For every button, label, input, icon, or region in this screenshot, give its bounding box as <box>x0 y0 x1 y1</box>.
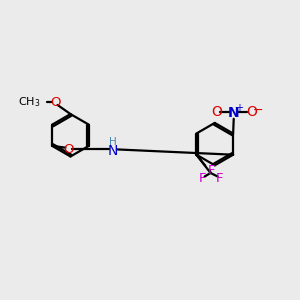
Text: N: N <box>107 144 118 158</box>
Text: O: O <box>247 105 257 119</box>
Text: O: O <box>211 105 222 119</box>
Text: F: F <box>207 164 215 176</box>
Text: −: − <box>253 103 263 116</box>
Text: N: N <box>228 106 239 121</box>
Text: F: F <box>216 172 223 185</box>
Text: O: O <box>50 95 61 109</box>
Text: F: F <box>199 172 207 185</box>
Text: H: H <box>109 137 117 147</box>
Text: CH$_3$: CH$_3$ <box>18 95 40 109</box>
Text: +: + <box>235 103 243 113</box>
Text: O: O <box>63 143 74 156</box>
